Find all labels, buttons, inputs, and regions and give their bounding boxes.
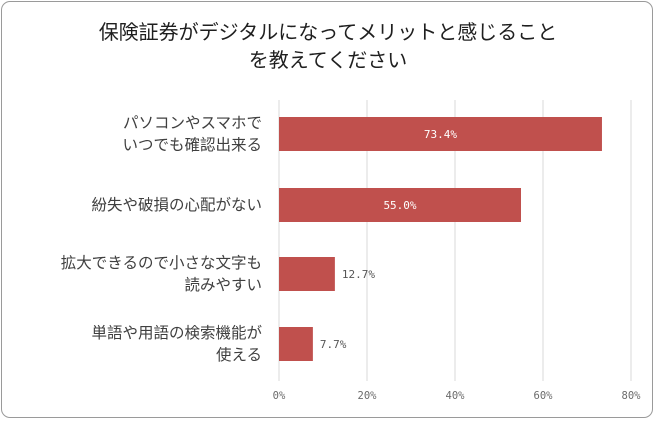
category-label: 読みやすい (184, 276, 262, 294)
chart-title-line-1: 保険証券がデジタルになってメリットと感じること (98, 20, 558, 44)
chart-title-line-2: を教えてください (248, 48, 408, 72)
chart-title: 保険証券がデジタルになってメリットと感じること を教えてください (0, 18, 656, 74)
x-tick-label: 20% (358, 390, 378, 402)
bar (279, 257, 335, 291)
x-tick-label: 80% (622, 390, 642, 402)
category-label: パソコンやスマホで (123, 114, 262, 132)
bar (279, 117, 602, 151)
x-tick-label: 60% (534, 390, 554, 402)
category-label: 単語や用語の検索機能が (91, 324, 262, 342)
category-label: 使える (216, 346, 262, 364)
data-label: 73.4% (424, 128, 457, 141)
bar (279, 188, 521, 222)
category-label: いつでも確認出来る (122, 136, 262, 154)
bar (279, 327, 313, 361)
x-tick-label: 0% (273, 390, 286, 402)
data-label: 55.0% (383, 199, 416, 212)
data-label: 12.7% (342, 268, 375, 281)
category-label: 紛失や破損の心配がない (91, 196, 262, 214)
x-tick-label: 40% (446, 390, 466, 402)
data-label: 7.7% (320, 338, 347, 351)
category-label: 拡大できるので小さな文字も (61, 254, 262, 272)
